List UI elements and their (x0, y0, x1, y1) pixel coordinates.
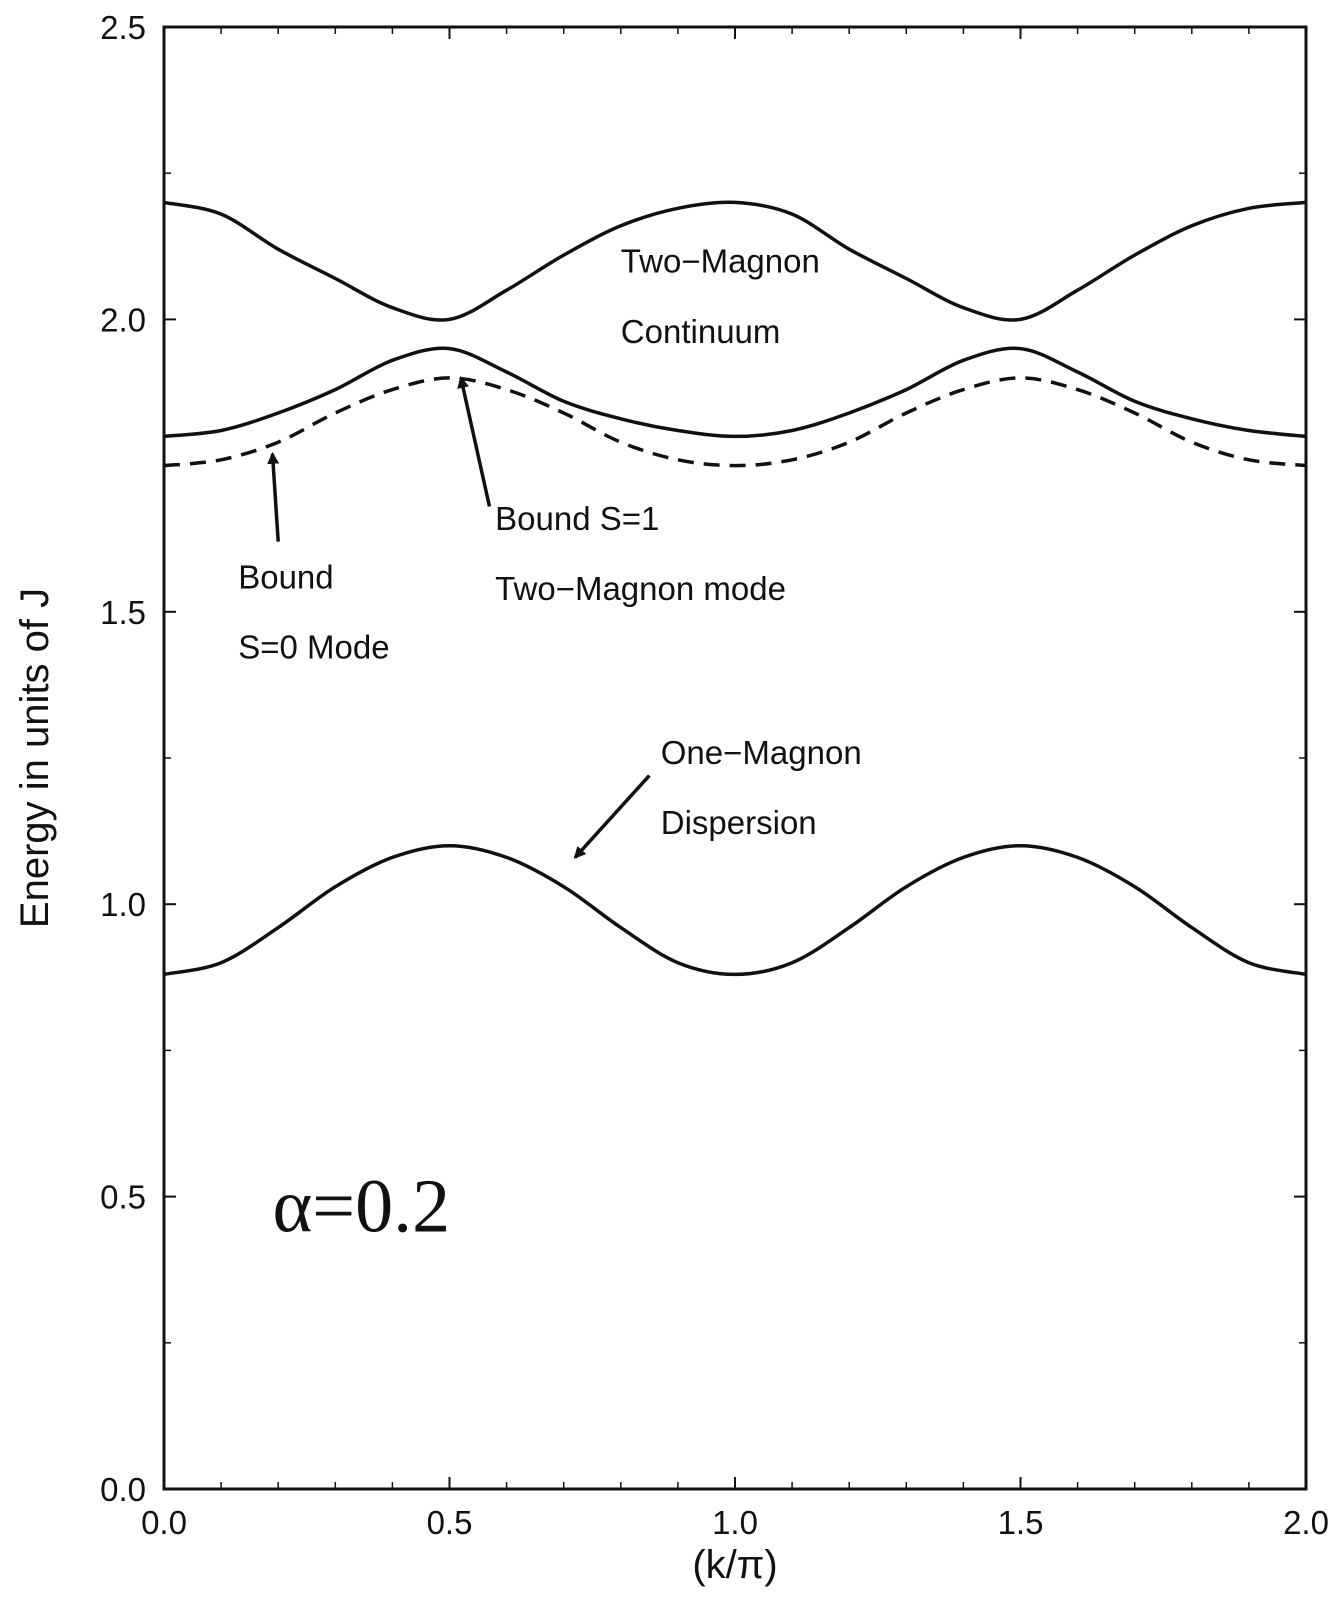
y-tick-label: 1.5 (100, 594, 146, 631)
y-tick-label: 2.5 (100, 9, 146, 46)
x-axis-title: (k/π) (692, 1543, 777, 1587)
series-line-1 (163, 200, 1307, 322)
x-tick-label: 1.5 (998, 1504, 1044, 1541)
x-tick-label: 2.0 (1283, 1504, 1329, 1541)
annotation-arrow (457, 375, 492, 507)
annotation-bound-s0-1: Bound (238, 558, 333, 595)
x-tick-label: 0.5 (427, 1504, 473, 1541)
annotation-two-magnon-1: Two−Magnon (621, 243, 820, 280)
series-layer (163, 200, 1307, 977)
series-line-0 (163, 843, 1307, 977)
annotation-arrow (573, 774, 651, 859)
annotation-arrow (267, 451, 280, 542)
y-tick-label: 0.0 (100, 1471, 146, 1508)
tick-labels: 0.0 0.5 1.0 1.5 2.0 2.5 0.0 0.5 1.0 1.5 2.0 (100, 9, 1329, 1541)
annotation-layer: Two−Magnon Continuum Bound S=1 Two−Magnon m… (238, 243, 861, 1249)
annotation-alpha: α=0.2 (272, 1165, 450, 1249)
y-axis-title: Energy in units of J (13, 588, 57, 928)
annotation-bound-s0-2: S=0 Mode (238, 629, 389, 666)
y-tick-label: 2.0 (100, 301, 146, 338)
x-tick-label: 0.0 (141, 1504, 187, 1541)
annotation-bound-s1-1: Bound S=1 (495, 500, 659, 537)
annotation-two-magnon-2: Continuum (621, 313, 781, 350)
series-line-3 (163, 376, 1307, 468)
annotation-one-magnon-1: One−Magnon (661, 734, 862, 771)
ticks (163, 26, 1307, 1490)
y-tick-label: 0.5 (100, 1179, 146, 1216)
y-tick-label: 1.0 (100, 886, 146, 923)
annotation-one-magnon-2: Dispersion (661, 804, 817, 841)
arrow-layer (267, 375, 651, 859)
annotation-bound-s1-2: Two−Magnon mode (495, 570, 786, 607)
x-tick-label: 1.0 (712, 1504, 758, 1541)
series-line-2 (163, 346, 1307, 439)
